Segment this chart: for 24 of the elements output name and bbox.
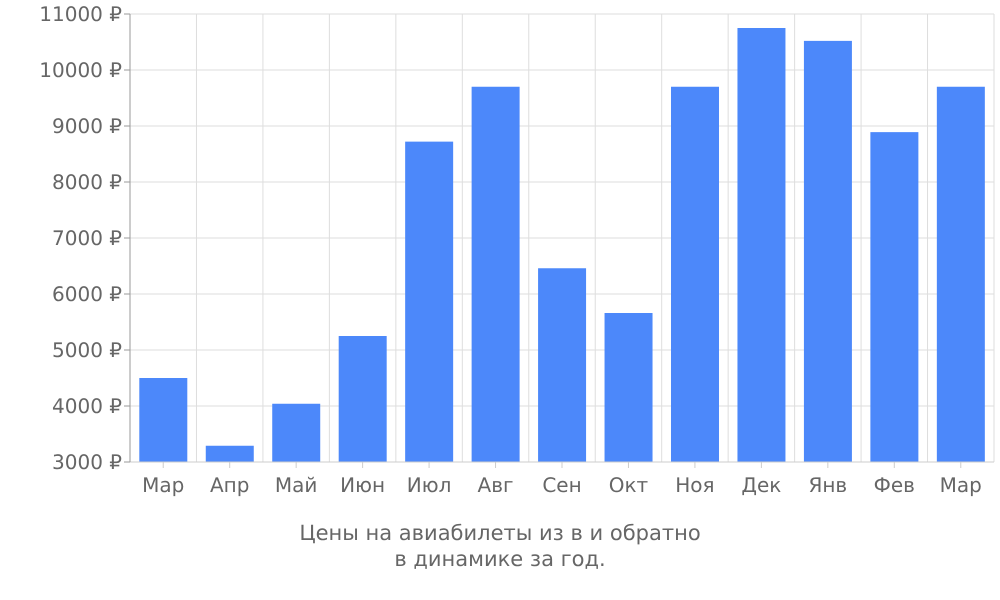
- x-tick-label: Окт: [608, 473, 649, 498]
- x-tick-label: Май: [274, 473, 318, 498]
- text: в динамике за год.: [393, 546, 607, 572]
- x-tick-label: Апр: [210, 473, 250, 498]
- x-tick-label: Мар: [940, 473, 982, 498]
- y-tick-label: 10000 ₽: [39, 58, 122, 82]
- x-tick-label: Фев: [874, 473, 915, 498]
- x-tick-label: Мар: [142, 473, 184, 498]
- text: Цены на авиабилеты из в и обратно: [298, 520, 702, 546]
- y-tick-label: 8000 ₽: [52, 170, 122, 194]
- x-tick-label: Июл: [406, 473, 452, 498]
- y-tick-label: 5000 ₽: [52, 338, 122, 362]
- y-tick-label: 4000 ₽: [52, 394, 122, 418]
- x-tick-label: Дек: [741, 473, 782, 498]
- x-tick-label: Июн: [340, 473, 386, 498]
- x-tick-label: Авг: [478, 473, 514, 498]
- y-tick-label: 9000 ₽: [52, 114, 122, 138]
- x-tick-label: Ноя: [675, 473, 715, 498]
- y-tick-label: 3000 ₽: [52, 450, 122, 474]
- y-tick-label: 6000 ₽: [52, 282, 122, 306]
- x-tick-label: Янв: [808, 473, 848, 498]
- y-tick-label: 7000 ₽: [52, 226, 122, 250]
- y-tick-label: 11000 ₽: [39, 2, 122, 26]
- x-tick-label: Сен: [542, 473, 582, 498]
